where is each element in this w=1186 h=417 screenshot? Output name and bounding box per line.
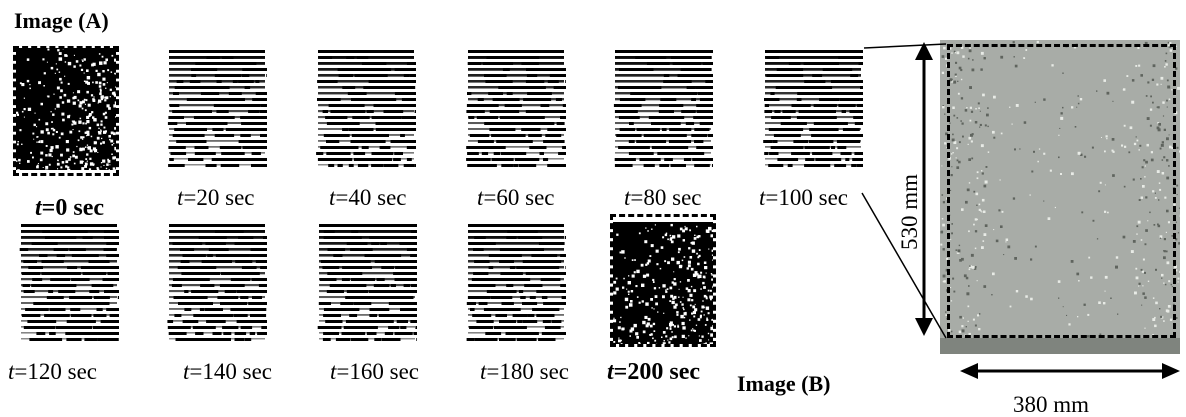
height-dimension-label: 530 mm [898, 174, 921, 250]
width-dimension-arrow [960, 363, 1180, 379]
callout-line-top [864, 44, 946, 48]
width-dimension-label: 380 mm [1013, 393, 1089, 416]
